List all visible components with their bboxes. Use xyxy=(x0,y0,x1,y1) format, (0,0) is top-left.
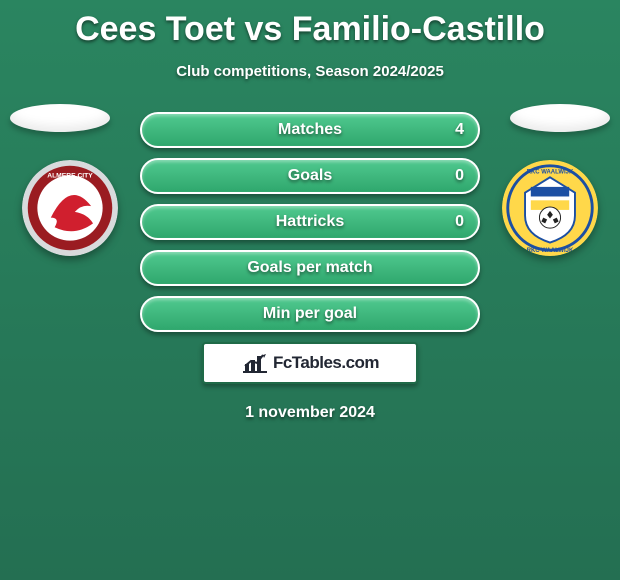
stat-label: Goals xyxy=(288,167,332,185)
svg-text:RKC WAALWIJK: RKC WAALWIJK xyxy=(527,248,574,254)
brand-text: FcTables.com xyxy=(273,353,379,373)
stat-label: Min per goal xyxy=(263,305,357,323)
brand-name: FcTables xyxy=(273,353,341,372)
comparison-stage: ALMERE CITY RKC WAALWIJK RKC WAALWIJK Ma… xyxy=(0,112,620,422)
stat-bar-matches: Matches 4 xyxy=(140,112,480,148)
page-title: Cees Toet vs Familio-Castillo xyxy=(0,0,620,49)
stat-label: Goals per match xyxy=(247,259,372,277)
stat-label: Matches xyxy=(278,121,342,139)
infographic-date: 1 november 2024 xyxy=(0,404,620,422)
spotlight-ellipse-left xyxy=(10,104,110,132)
spotlight-ellipse-right xyxy=(510,104,610,132)
chart-icon xyxy=(241,352,269,374)
stat-bar-goals-per-match: Goals per match xyxy=(140,250,480,286)
stat-value-right: 4 xyxy=(455,121,464,139)
rkc-waalwijk-crest: RKC WAALWIJK RKC WAALWIJK xyxy=(502,160,598,256)
stat-bar-hattricks: Hattricks 0 xyxy=(140,204,480,240)
brand-box[interactable]: FcTables.com xyxy=(202,342,418,384)
subtitle: Club competitions, Season 2024/2025 xyxy=(0,63,620,80)
almere-city-crest: ALMERE CITY xyxy=(22,160,118,256)
stat-value-right: 0 xyxy=(455,213,464,231)
stat-bar-goals: Goals 0 xyxy=(140,158,480,194)
svg-text:ALMERE CITY: ALMERE CITY xyxy=(47,172,93,179)
brand-domain: .com xyxy=(341,353,379,372)
stat-label: Hattricks xyxy=(276,213,344,231)
stat-bar-min-per-goal: Min per goal xyxy=(140,296,480,332)
stat-bars: Matches 4 Goals 0 Hattricks 0 Goals per … xyxy=(140,112,480,332)
stat-value-right: 0 xyxy=(455,167,464,185)
svg-text:RKC WAALWIJK: RKC WAALWIJK xyxy=(527,169,574,175)
